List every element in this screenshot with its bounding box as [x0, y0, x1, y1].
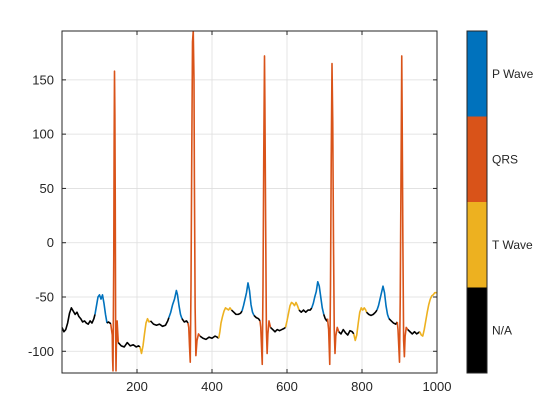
trace-group — [62, 31, 437, 372]
segment-t-wave — [419, 291, 437, 337]
segment-n-a — [407, 328, 421, 335]
y-tick-label: 50 — [40, 181, 54, 196]
y-tick-label: -50 — [35, 290, 54, 305]
colorbar-label: N/A — [492, 323, 512, 337]
colorbar-label: QRS — [492, 152, 518, 166]
segment-qrs — [109, 70, 120, 372]
segment-qrs — [396, 55, 409, 363]
segment-t-wave — [352, 307, 368, 342]
segment-p-wave — [376, 285, 390, 319]
segment-n-a — [269, 326, 286, 333]
segment-n-a — [338, 328, 355, 336]
segment-n-a — [253, 314, 261, 322]
segment-qrs — [326, 62, 340, 366]
segment-qrs — [259, 55, 272, 366]
x-tick-label: 600 — [276, 379, 298, 394]
colorbar-label: T Wave — [492, 238, 533, 252]
colorbar-frame — [466, 30, 488, 374]
colorbar: P Wave QRS T Wave N/A — [466, 30, 534, 374]
axis-ticks: 200 400 600 800 1000 -100 -50 0 50 100 150 — [28, 31, 451, 394]
segment-p-wave — [168, 289, 183, 319]
colorbar-label: P Wave — [492, 67, 534, 81]
plot-area-frame — [61, 30, 438, 374]
segment-t-wave — [284, 301, 300, 328]
segment-p-wave — [94, 294, 108, 324]
y-tick-label: 150 — [32, 72, 54, 87]
segment-t-wave — [217, 307, 233, 339]
segment-n-a — [117, 341, 141, 348]
ecg-trace — [62, 31, 437, 372]
y-tick-label: 100 — [32, 127, 54, 142]
y-tick-label: -100 — [28, 344, 54, 359]
segment-n-a — [106, 321, 112, 325]
segment-n-a — [298, 307, 313, 314]
colorbar-band-p-wave — [467, 31, 487, 117]
colorbar-band-n-a — [467, 287, 487, 373]
x-tick-label: 200 — [126, 379, 148, 394]
colorbar-band-t-wave — [467, 202, 487, 288]
x-tick-label: 800 — [351, 379, 373, 394]
segment-n-a — [365, 309, 378, 317]
x-tick-label: 400 — [201, 379, 223, 394]
segment-p-wave — [310, 280, 325, 315]
segment-n-a — [388, 318, 398, 325]
segment-t-wave — [139, 317, 151, 355]
y-tick-label: 0 — [47, 235, 54, 250]
grid — [62, 31, 438, 373]
segment-n-a — [181, 318, 189, 324]
segment-n-a — [62, 307, 96, 333]
segment-n-a — [230, 309, 243, 316]
colorbar-band-qrs — [467, 116, 487, 202]
segment-qrs — [187, 31, 201, 363]
x-tick-label: 1000 — [423, 379, 452, 394]
segment-n-a — [149, 317, 170, 328]
segment-p-wave — [241, 282, 255, 316]
segment-n-a — [199, 335, 220, 341]
